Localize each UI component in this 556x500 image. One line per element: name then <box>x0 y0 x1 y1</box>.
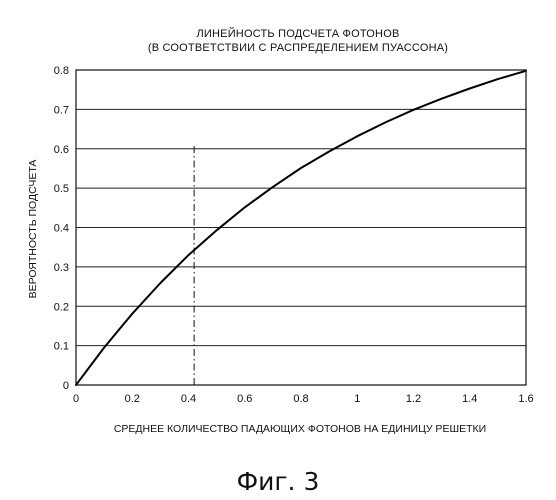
chart-title: ЛИНЕЙНОСТЬ ПОДСЧЕТА ФОТОНОВ <box>197 27 400 40</box>
x-tick-label: 1.4 <box>462 393 477 405</box>
x-tick-label: 1 <box>354 393 360 405</box>
y-tick-labels: 0 0.1 0.2 0.3 0.4 0.5 0.6 0.7 0.8 <box>54 65 69 392</box>
y-tick-label: 0.5 <box>54 183 69 195</box>
y-tick-label: 0.1 <box>54 341 69 353</box>
y-tick-label: 0.4 <box>54 223 69 235</box>
figure-caption: Фиг. 3 <box>237 467 320 496</box>
y-tick-label: 0.6 <box>54 144 69 156</box>
x-tick-label: 1.6 <box>518 393 533 405</box>
grid-lines <box>76 109 526 345</box>
y-axis-label: ВЕРОЯТНОСТЬ ПОДСЧЕТА <box>27 160 39 299</box>
y-tick-label: 0.7 <box>54 104 69 116</box>
x-axis-label: СРЕДНЕЕ КОЛИЧЕСТВО ПАДАЮЩИХ ФОТОНОВ НА Е… <box>114 423 486 435</box>
y-tick-label: 0.3 <box>54 262 69 274</box>
y-tick-label: 0.2 <box>54 301 69 313</box>
y-tick-label: 0 <box>63 380 69 392</box>
chart-subtitle: (В СООТВЕТСТВИИ С РАСПРЕДЕЛЕНИЕМ ПУАССОН… <box>148 42 448 54</box>
x-tick-label: 0.4 <box>181 393 196 405</box>
x-tick-label: 0 <box>73 393 79 405</box>
x-tick-label: 0.8 <box>293 393 308 405</box>
x-tick-labels: 0 0.2 0.4 0.6 0.8 1 1.2 1.4 1.6 <box>73 393 534 405</box>
x-tick-label: 1.2 <box>406 393 421 405</box>
x-tick-label: 0.2 <box>125 393 140 405</box>
x-tick-label: 0.6 <box>237 393 252 405</box>
y-tick-label: 0.8 <box>54 65 69 77</box>
